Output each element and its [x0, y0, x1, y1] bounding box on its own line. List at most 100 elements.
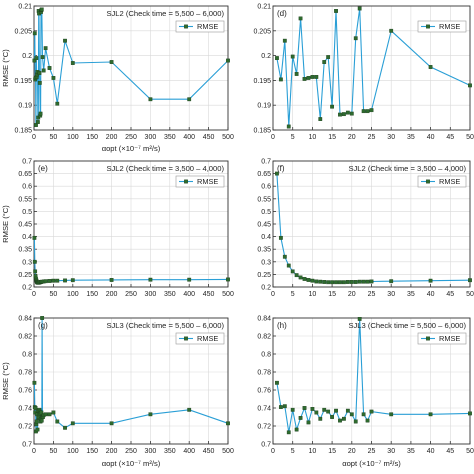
y-tick-label: 0.6 [22, 184, 32, 191]
data-point [71, 61, 74, 64]
x-tick-label: 0 [32, 448, 36, 455]
data-point [295, 428, 298, 431]
data-point [362, 413, 365, 416]
data-point [110, 60, 113, 63]
data-point [330, 281, 333, 284]
data-point [36, 120, 39, 123]
data-point [287, 125, 290, 128]
data-point [362, 280, 365, 283]
chart-title: SJL2 (Check time = 3,500 – 4,000) [348, 164, 466, 173]
data-point [307, 76, 310, 79]
data-point [287, 431, 290, 434]
y-tick-label: 0.205 [14, 28, 32, 35]
data-point [429, 279, 432, 282]
data-point [315, 280, 318, 283]
data-point [52, 411, 55, 414]
y-tick-label: 0.76 [18, 388, 32, 395]
data-point [63, 426, 66, 429]
x-tick-label: 500 [222, 134, 234, 141]
x-tick-label: 15 [328, 134, 336, 141]
data-point [226, 278, 229, 281]
x-tick-label: 50 [466, 448, 474, 455]
y-tick-label: 0.45 [18, 222, 32, 229]
legend-label: RMSE [197, 177, 218, 186]
x-tick-label: 35 [407, 134, 415, 141]
x-tick-label: 45 [446, 134, 454, 141]
x-tick-label: 400 [183, 291, 195, 298]
chart-title: SJL2 (Check time = 5,500 – 6,000) [106, 9, 224, 18]
data-point [354, 420, 357, 423]
data-point [311, 279, 314, 282]
x-tick-label: 15 [328, 291, 336, 298]
y-tick-label: 0.84 [18, 316, 32, 323]
data-point [42, 69, 45, 72]
data-point [226, 59, 229, 62]
y-axis-label: RMSE (°C) [1, 49, 10, 87]
x-tick-label: 50 [466, 291, 474, 298]
data-point [390, 29, 393, 32]
y-tick-label: 0.19 [257, 103, 271, 110]
data-point [468, 278, 471, 281]
x-tick-label: 50 [50, 134, 58, 141]
data-point [279, 236, 282, 239]
data-point [334, 9, 337, 12]
y-tick-label: 0.3 [261, 259, 271, 266]
data-point [44, 280, 47, 283]
data-point [44, 413, 47, 416]
x-tick-label: 40 [427, 448, 435, 455]
x-tick-label: 50 [50, 448, 58, 455]
legend-marker [184, 25, 187, 28]
data-point [283, 39, 286, 42]
y-tick-label: 0.82 [18, 334, 32, 341]
x-tick-label: 40 [427, 291, 435, 298]
x-tick-label: 15 [328, 448, 336, 455]
data-point [342, 417, 345, 420]
data-point [315, 411, 318, 414]
y-tick-label: 0.55 [18, 196, 32, 203]
data-point [366, 419, 369, 422]
y-tick-label: 0.25 [18, 272, 32, 279]
y-tick-label: 0.21 [18, 4, 32, 11]
data-point [48, 279, 51, 282]
data-point [149, 98, 152, 101]
x-tick-label: 25 [368, 448, 376, 455]
y-tick-label: 0.7 [261, 442, 271, 449]
y-tick-label: 0.45 [257, 222, 271, 229]
data-point [36, 428, 39, 431]
legend-marker [426, 25, 429, 28]
x-tick-label: 250 [125, 291, 137, 298]
x-tick-label: 45 [446, 448, 454, 455]
y-tick-label: 0.8 [261, 352, 271, 359]
chart-panel-1: 0 5 10 15 20 25 30 35 40 45 500.1850.190.1950.20.2… [253, 4, 474, 142]
y-tick-label: 0.35 [18, 247, 32, 254]
y-tick-label: 0.78 [257, 370, 271, 377]
y-tick-label: 0.7 [261, 159, 271, 166]
data-point [56, 102, 59, 105]
x-tick-label: 300 [145, 291, 157, 298]
data-point [307, 278, 310, 281]
data-point [48, 413, 51, 416]
data-point [326, 281, 329, 284]
data-point [71, 422, 74, 425]
x-tick-label: 10 [309, 134, 317, 141]
data-point [38, 81, 41, 84]
y-tick-label: 0.21 [257, 4, 271, 11]
data-point [110, 278, 113, 281]
y-tick-label: 0.185 [14, 128, 32, 135]
data-point [279, 78, 282, 81]
data-point [319, 117, 322, 120]
data-point [323, 280, 326, 283]
data-point [390, 413, 393, 416]
x-tick-label: 400 [183, 134, 195, 141]
data-point [188, 408, 191, 411]
panel-label: (d) [277, 9, 287, 18]
y-tick-label: 0.82 [257, 334, 271, 341]
legend-marker [426, 180, 429, 183]
data-point [56, 420, 59, 423]
y-tick-label: 0.7 [22, 442, 32, 449]
y-tick-label: 0.78 [18, 370, 32, 377]
y-axis-label: RMSE (°C) [1, 362, 10, 400]
x-tick-label: 200 [106, 291, 118, 298]
data-point [275, 56, 278, 59]
x-tick-label: 5 [291, 134, 295, 141]
